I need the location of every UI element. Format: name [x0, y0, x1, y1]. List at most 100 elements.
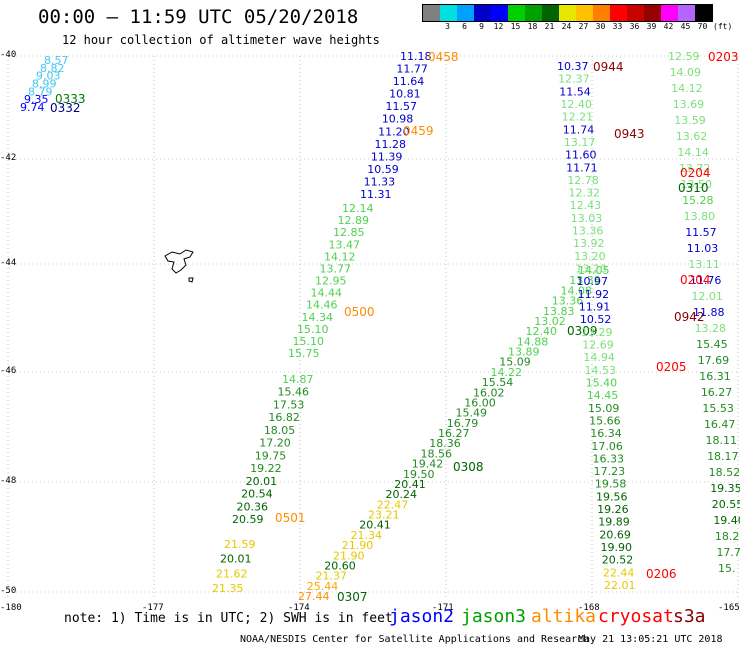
legend-item-jason3: jason3	[461, 606, 527, 627]
swh-value: 18.52	[709, 466, 740, 479]
legend-item-jason2: jason2	[389, 606, 455, 627]
color-scale-bar	[422, 4, 713, 22]
map-subtitle: 12 hour collection of altimeter wave hei…	[62, 33, 380, 47]
scale-swatch	[593, 5, 610, 21]
swh-value: 16.02	[473, 386, 505, 399]
swh-value: 20.36	[237, 500, 269, 513]
swh-value: 13.29	[581, 326, 613, 339]
swh-value: 12.32	[568, 187, 600, 200]
swh-value: 15.09	[588, 402, 620, 415]
swh-value: 10.97	[576, 275, 608, 288]
swh-value: 12.14	[342, 202, 374, 215]
scale-label: 3	[445, 22, 450, 31]
scale-label: 42	[663, 22, 674, 31]
longitude-label: -180	[0, 603, 22, 613]
swh-value: 17.53	[273, 398, 305, 411]
swh-value: 15.46	[277, 386, 309, 399]
swh-value: 11.39	[371, 150, 403, 163]
swh-value: 21.90	[333, 549, 365, 562]
swh-value: 21.34	[351, 529, 383, 542]
swh-value: 13.80	[684, 210, 716, 223]
scale-label: 21	[544, 22, 555, 31]
swh-value: 15.45	[696, 338, 728, 351]
pass-time-label: 0332	[50, 101, 81, 115]
swh-value: 10.52	[580, 313, 612, 326]
swh-value: 22.44	[603, 566, 635, 579]
swh-value: 20.01	[220, 553, 252, 566]
swh-value: 14.44	[311, 287, 343, 300]
swh-value: 13.11	[688, 258, 720, 271]
swh-value: 12.43	[570, 199, 602, 212]
swh-value: 8.82	[40, 62, 65, 75]
swh-value: 19.56	[596, 490, 628, 503]
swh-value: 19.40	[713, 514, 740, 527]
swh-value: 27.44	[298, 590, 330, 603]
scale-swatch	[661, 5, 678, 21]
swh-value: 19.89	[598, 516, 630, 529]
pass-time-label: 0943	[614, 127, 645, 141]
swh-value: 18.05	[264, 424, 296, 437]
swh-value: 13.50	[681, 178, 713, 191]
swh-value: 13.69	[673, 98, 705, 111]
pass-time-label: 0204	[680, 273, 711, 287]
swh-value: 15.	[718, 562, 736, 575]
swh-value: 15.75	[288, 347, 320, 360]
swh-value: 16.31	[699, 370, 731, 383]
swh-value: 13.89	[508, 346, 540, 359]
swh-value: 14.05	[578, 264, 610, 277]
swh-value: 19.58	[595, 478, 627, 491]
swh-value: 11.71	[566, 161, 598, 174]
swh-value: 19.50	[403, 468, 435, 481]
swh-value: 18.36	[429, 437, 461, 450]
swh-value: 13.02	[534, 315, 566, 328]
swh-value: 20.01	[246, 475, 277, 488]
swh-value: 14.08	[561, 284, 593, 297]
swh-value: 16.27	[438, 427, 470, 440]
scale-swatch	[508, 5, 525, 21]
swh-value: 14.46	[306, 299, 338, 312]
scale-swatch	[627, 5, 644, 21]
swh-value: 13.20	[575, 263, 607, 276]
swh-value: 21.62	[216, 567, 248, 580]
swh-value: 20.41	[394, 478, 426, 491]
swh-value: 12.78	[567, 174, 599, 187]
swh-value: 20.52	[602, 554, 634, 567]
swh-value: 15.49	[456, 407, 488, 420]
scale-swatch	[542, 5, 559, 21]
pass-time-label: 0458	[428, 50, 459, 64]
pass-time-label: 0309	[567, 324, 598, 338]
swh-value: 18.11	[706, 434, 738, 447]
swh-value: 18.22	[715, 530, 740, 543]
swh-value: 20.69	[599, 528, 631, 541]
swh-value: 11.91	[579, 301, 611, 314]
swh-value: 11.92	[578, 288, 610, 301]
swh-value: 9.35	[24, 93, 49, 106]
pass-time-label: 0203	[708, 50, 739, 64]
scale-label: 6	[462, 22, 467, 31]
color-scale-labels: 3 6 9 12 15 18 21 24 27 30 33 36 39 42 45 70	[422, 22, 711, 31]
swh-value: 12.01	[691, 290, 723, 303]
scale-label: 45	[680, 22, 691, 31]
pass-time-label: 0944	[593, 60, 624, 74]
swh-value: 20.59	[232, 513, 264, 526]
longitude-label: -165	[718, 603, 740, 613]
swh-value: 11.57	[685, 226, 717, 239]
map-gridlines	[7, 55, 739, 600]
scale-swatch	[644, 5, 661, 21]
swh-value: 11.60	[565, 149, 597, 162]
swh-value: 16.79	[447, 417, 479, 430]
swh-value: 14.53	[585, 364, 617, 377]
scale-swatch	[559, 5, 576, 21]
swh-value: 16.34	[590, 427, 622, 440]
swh-value: 16.47	[704, 418, 736, 431]
swh-value: 21.90	[342, 539, 374, 552]
swh-value: 11.18	[400, 50, 432, 63]
swh-value: 17.20	[259, 437, 291, 450]
scale-swatch	[695, 5, 712, 21]
swh-value: 23.21	[368, 509, 400, 522]
swh-value: 18.17	[707, 450, 739, 463]
latitude-label: -46	[0, 366, 17, 376]
swh-value: 11.54	[559, 85, 591, 98]
swh-value: 13.59	[674, 114, 706, 127]
